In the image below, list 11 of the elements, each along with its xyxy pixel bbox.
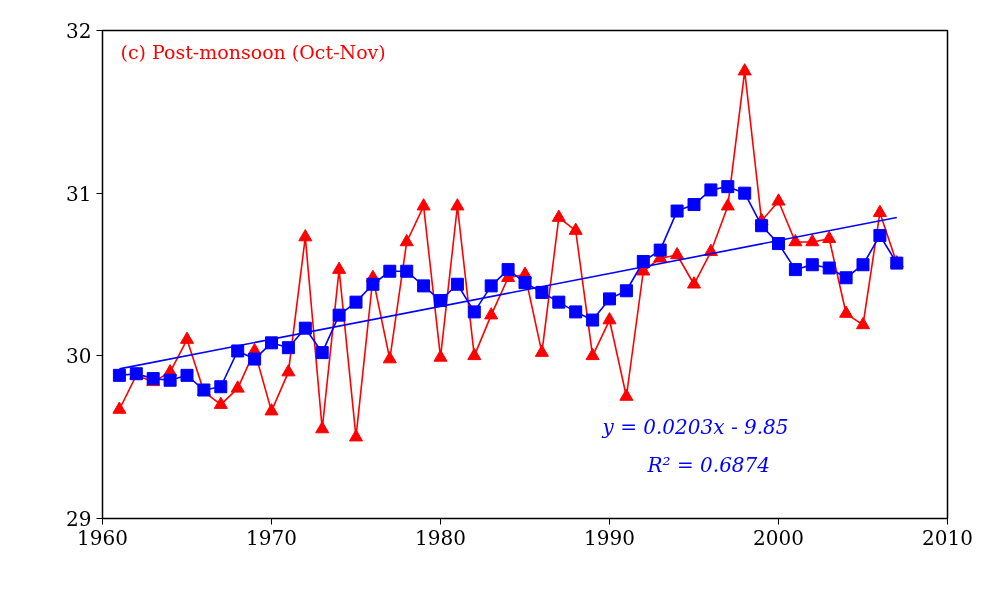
x-tick-label: 1990 (584, 525, 635, 550)
x-tick-label: 2000 (753, 525, 804, 550)
text: (c) Post-monsoon (Oct-Nov) (120, 40, 386, 63)
annotation: y = 0.0203x - 9.85 (601, 414, 789, 439)
y-tick-label: 30 (66, 344, 92, 369)
x-tick-label: 1970 (246, 525, 297, 550)
annotation: R² = 0.6874 (646, 452, 771, 477)
y-tick-label: 31 (66, 181, 92, 206)
y-tick-label: 32 (66, 19, 92, 43)
x-tick-label: 2010 (922, 525, 973, 550)
x-tick-label: 1980 (415, 525, 466, 550)
